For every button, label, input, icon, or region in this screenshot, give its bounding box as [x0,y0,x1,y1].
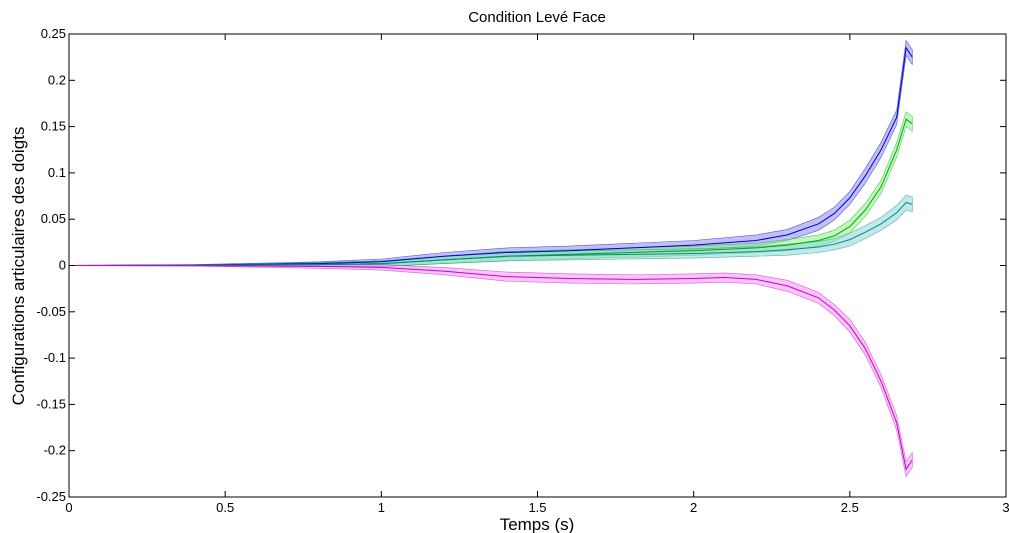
series-lines [68,46,913,471]
y-tick-label: -0.25 [36,489,66,504]
x-axis-ticks: 0 0.5 1 1.5 2 2.5 3 [65,34,1009,515]
y-tick-label: -0.2 [44,443,66,458]
x-tick-label: 0.5 [216,500,234,515]
series-1-line [68,46,913,266]
y-axis-ticks: 0.25 0.2 0.15 0.1 0.05 0 -0.05 -0.1 -0.15 -0.2 -0.… [36,26,1006,504]
x-tick-label: 1 [378,500,385,515]
y-tick-label: 0.05 [41,211,66,226]
x-axis-title: Temps (s) [500,515,575,533]
x-tick-label: 2.5 [841,500,859,515]
y-tick-label: 0.15 [41,119,66,134]
x-tick-label: 1.5 [528,500,546,515]
y-axis-title: Configurations articulaires des doigts [9,127,28,406]
y-tick-label: -0.15 [36,396,66,411]
x-tick-label: 3 [1002,500,1009,515]
series-4-line [68,265,913,471]
chart-title: Condition Levé Face [468,9,606,26]
y-tick-label: -0.1 [44,350,66,365]
series-3-line [68,201,913,266]
y-tick-label: 0.25 [41,26,66,41]
y-tick-label: -0.05 [36,304,66,319]
x-tick-label: 2 [690,500,697,515]
y-tick-label: 0.1 [48,165,66,180]
y-tick-label: 0.2 [48,72,66,87]
y-tick-label: 0 [59,258,66,273]
x-tick-label: 0 [65,500,72,515]
